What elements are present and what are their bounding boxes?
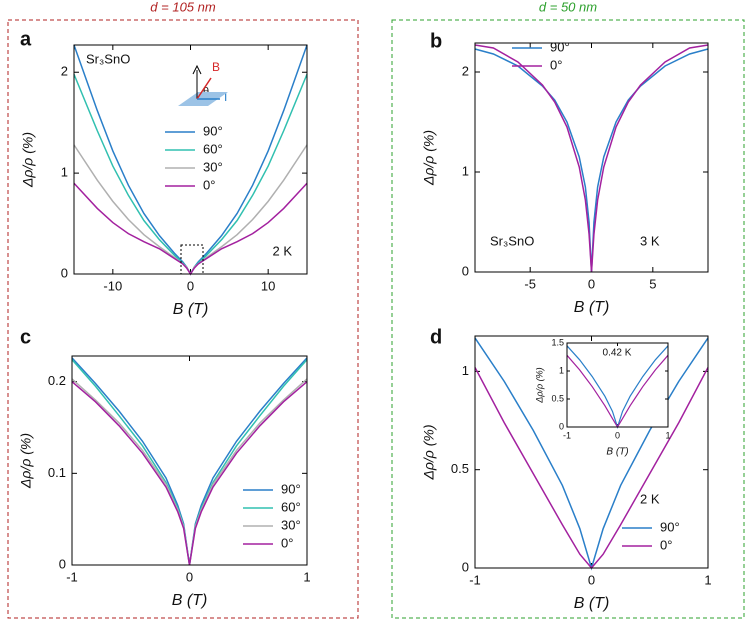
legend-label: 90° (660, 519, 680, 534)
legend-label: 90° (281, 481, 301, 496)
legend-label: 60° (281, 499, 301, 514)
data-line (73, 44, 308, 276)
panel-letter: b (430, 30, 442, 52)
annotation: 2 K (272, 243, 292, 258)
x-tick-label: 1 (704, 572, 711, 587)
legend-label: 30° (203, 159, 223, 174)
axis-arrow-head (192, 64, 202, 75)
zoom-box (180, 244, 204, 275)
data-line (71, 381, 308, 566)
annotation: Sr₃SnO (86, 51, 130, 66)
annotation: 2 K (640, 491, 660, 506)
y-axis-label: Δρ/ρ (%) (421, 425, 437, 481)
field-arrow (196, 77, 212, 100)
y-tick-label: 0.5 (451, 461, 469, 476)
y-axis-label: Δρ/ρ (%) (20, 132, 36, 188)
x-tick-label: 10 (261, 278, 275, 293)
y-tick-label: 2 (462, 63, 469, 78)
x-tick-label: -1 (469, 572, 481, 587)
plot-frame (566, 342, 669, 428)
y-tick-label: 1 (462, 163, 469, 178)
x-tick-label: 1 (303, 569, 310, 584)
x-tick-label: -1 (66, 569, 78, 584)
legend-label: 90° (203, 123, 223, 138)
y-tick-label: 0.5 (551, 393, 564, 403)
x-tick-label: 0 (615, 430, 620, 440)
x-axis-label: B (T) (574, 299, 610, 316)
x-tick-label: 5 (649, 276, 656, 291)
y-tick-label: 1 (61, 165, 68, 180)
inset-background (567, 343, 668, 427)
y-tick-label: 1.5 (551, 337, 564, 347)
plot-frame (474, 42, 709, 273)
panel-letter: a (20, 28, 32, 50)
y-tick-label: 0 (462, 263, 469, 278)
x-tick-label: 0 (187, 278, 194, 293)
x-tick-label: 0 (186, 569, 193, 584)
y-tick-label: 1 (462, 363, 469, 378)
group-frame (7, 19, 359, 619)
x-axis-label: B (T) (173, 301, 209, 318)
legend-label: 90° (550, 39, 570, 54)
legend-label: 0° (660, 537, 672, 552)
y-axis-label: Δρ/ρ (%) (534, 367, 544, 403)
data-line (71, 357, 308, 566)
y-tick-label: 0 (59, 556, 66, 571)
y-tick-label: 0 (559, 421, 564, 431)
plot-frame (73, 44, 308, 275)
y-axis-label: Δρ/ρ (%) (18, 433, 34, 489)
annotation: 3 K (640, 233, 660, 248)
data-line (71, 359, 308, 566)
x-tick-label: -5 (524, 276, 536, 291)
y-tick-label: 1 (559, 365, 564, 375)
annotation: Sr₃SnO (490, 233, 534, 248)
legend-label: 60° (203, 141, 223, 156)
legend-label: 0° (203, 177, 215, 192)
legend-label: 30° (281, 517, 301, 532)
annotation: I (224, 90, 227, 104)
group-label: d = 50 nm (539, 0, 597, 14)
legend-label: 0° (550, 57, 562, 72)
annotation: B (212, 60, 220, 74)
data-line (71, 378, 308, 566)
x-tick-label: -10 (103, 278, 122, 293)
group-frame (391, 19, 745, 619)
x-tick-label: 1 (665, 430, 670, 440)
plot-frame (474, 335, 709, 569)
x-axis-label: B (T) (606, 447, 628, 458)
panel-letter: c (20, 326, 31, 348)
x-tick-label: -1 (563, 430, 571, 440)
y-tick-label: 0.1 (48, 465, 66, 480)
annotation: θ (203, 86, 209, 98)
panel-letter: d (430, 326, 442, 348)
y-tick-label: 2 (61, 64, 68, 79)
y-tick-label: 0 (462, 559, 469, 574)
plot-frame (71, 355, 308, 566)
y-axis-label: Δρ/ρ (%) (421, 130, 437, 186)
annotation: 0.42 K (603, 348, 632, 359)
y-tick-label: 0 (61, 265, 68, 280)
x-axis-label: B (T) (172, 592, 208, 609)
x-tick-label: 0 (588, 572, 595, 587)
x-axis-label: B (T) (574, 595, 610, 612)
x-tick-label: 0 (588, 276, 595, 291)
legend-label: 0° (281, 535, 293, 550)
y-tick-label: 0.2 (48, 373, 66, 388)
group-label: d = 105 nm (150, 0, 216, 14)
